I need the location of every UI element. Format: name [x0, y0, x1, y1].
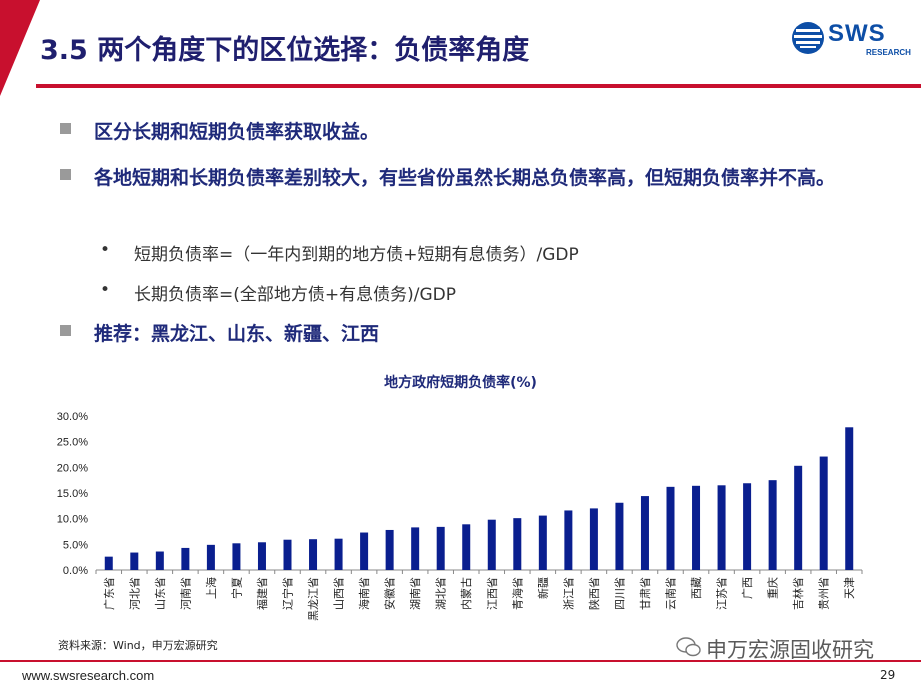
dot-bullet-icon: • [100, 280, 111, 300]
sub-bullet-text: 短期负债率=（一年内到期的地方债+短期有息债务）/GDP [134, 245, 579, 265]
footer-url: www.swsresearch.com [22, 668, 155, 683]
watermark-text: 申万宏源固收研究 [706, 638, 874, 662]
y-tick-label: 30.0% [57, 411, 88, 423]
dot-bullet-icon: • [100, 240, 111, 260]
x-tick-label: 甘肃省 [639, 577, 652, 610]
y-tick-label: 10.0% [57, 514, 88, 526]
x-tick-label: 青海省 [510, 577, 524, 610]
x-tick-label: 四川省 [613, 577, 626, 610]
bar [334, 538, 343, 570]
bar-chart: 0.0%5.0%10.0%15.0%20.0%25.0%30.0%广东省 河北省山… [57, 411, 863, 621]
slide-title: 3.5 两个角度下的区位选择：负债率角度 [40, 35, 530, 66]
sub-bullet-text: 长期负债率=(全部地方债+有息债务)/GDP [134, 285, 456, 305]
y-tick-label: 25.0% [57, 437, 88, 449]
x-tick-label: 天津 [843, 577, 856, 599]
x-tick-label: 广东省 [103, 577, 116, 610]
bar [257, 542, 266, 570]
x-tick-label: 河南省 [179, 577, 192, 610]
bar [513, 518, 522, 570]
bullet-text: 区分长期和短期负债率获取收益。 [94, 121, 380, 143]
bar [538, 515, 547, 570]
bar [845, 427, 854, 570]
x-tick-label: 安徽省 [383, 577, 397, 610]
x-tick-label: 江西省 [486, 577, 499, 610]
bar [385, 529, 394, 570]
slide-header: 3.5 两个角度下的区位选择：负债率角度 SWS RESEARCH [0, 0, 921, 96]
square-bullet-icon [60, 169, 71, 180]
x-tick-label: 云南省 [665, 577, 678, 610]
bar [309, 539, 318, 570]
bullet-text: 各地短期和长期负债率差别较大，有些省份虽然长期总负债率高，但短期负债率并不高。 [94, 167, 836, 189]
bar [283, 539, 292, 570]
x-tick-label: 江苏省 [716, 577, 729, 610]
x-tick-label: 湖北省 [435, 577, 448, 610]
wechat-icon [676, 637, 701, 657]
bar [819, 456, 828, 570]
x-tick-label: 西藏 [690, 577, 703, 599]
bar [232, 543, 241, 570]
bar [487, 519, 496, 570]
bar [181, 547, 190, 570]
logo-subtext: RESEARCH [866, 48, 911, 57]
bar [743, 483, 752, 570]
source-note: 资料来源：Wind，申万宏源研究 [58, 639, 218, 652]
bar [666, 486, 675, 570]
x-tick-label: 海南省 [357, 577, 371, 610]
x-tick-label: 辽宁省 [281, 577, 295, 610]
x-tick-label: 广西 [741, 577, 754, 599]
x-tick-label: 内蒙古 [459, 577, 473, 610]
x-tick-label: 湖南省 [409, 577, 422, 610]
y-tick-label: 5.0% [63, 539, 88, 551]
logo-mark-icon [792, 22, 824, 54]
x-tick-label: 贵州省 [818, 577, 831, 610]
bar [692, 485, 701, 570]
bar [768, 480, 777, 570]
bar [360, 532, 369, 570]
y-tick-label: 15.0% [57, 488, 88, 500]
x-tick-label: 重庆 [766, 577, 780, 599]
y-tick-label: 0.0% [63, 565, 88, 577]
bar [564, 510, 573, 570]
bar [462, 524, 471, 570]
x-tick-label: 福建省 [255, 577, 269, 610]
bar [589, 508, 598, 570]
bar [640, 496, 649, 570]
bar [717, 485, 726, 570]
x-tick-label: 上海 [204, 577, 218, 599]
page-number: 29 [880, 668, 896, 682]
x-tick-label: 宁夏 [229, 577, 243, 599]
sws-logo: SWS RESEARCH [790, 18, 911, 58]
bar [794, 465, 803, 570]
bar [411, 527, 420, 570]
x-tick-label: 河北省 [128, 577, 141, 610]
x-tick-label: 新疆 [536, 577, 550, 599]
y-tick-label: 20.0% [57, 462, 88, 474]
square-bullet-icon [60, 325, 71, 336]
bar [104, 556, 113, 570]
x-tick-label: 吉林省 [791, 577, 805, 610]
bar [615, 502, 624, 570]
chart-title: 地方政府短期负债率(%) [384, 375, 537, 391]
x-tick-label: 山西省 [333, 577, 346, 610]
x-tick-label: 浙江省 [562, 577, 575, 610]
footer-divider [0, 660, 921, 662]
bar [206, 544, 215, 570]
x-tick-label: 黑龙江省 [307, 577, 320, 621]
bar [130, 552, 139, 570]
header-red-accent [0, 0, 40, 96]
bar [436, 526, 445, 570]
bullet-text: 推荐：黑龙江、山东、新疆、江西 [94, 323, 380, 345]
square-bullet-icon [60, 123, 71, 134]
x-tick-label: 陕西省 [587, 577, 601, 610]
logo-text: SWS [828, 20, 886, 47]
x-tick-label: 山东省 [154, 577, 167, 610]
bar [155, 551, 164, 570]
header-divider [36, 84, 921, 88]
